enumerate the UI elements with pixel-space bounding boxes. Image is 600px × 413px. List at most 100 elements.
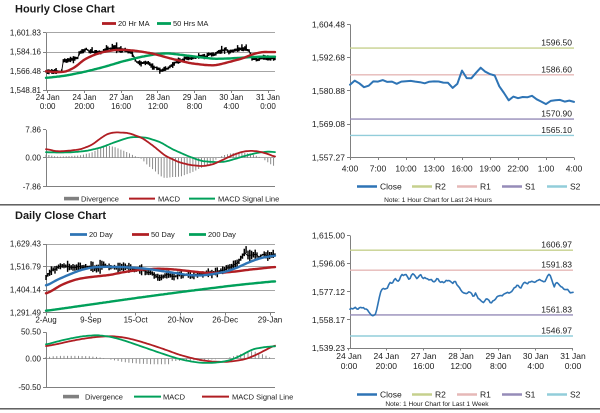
svg-text:S2: S2	[570, 390, 581, 400]
svg-text:12:00: 12:00	[450, 361, 472, 371]
svg-text:19:00: 19:00	[479, 164, 501, 174]
svg-text:R1: R1	[480, 390, 491, 400]
svg-text:29 Jan: 29 Jan	[183, 93, 207, 102]
svg-text:1,566.48: 1,566.48	[10, 67, 42, 76]
svg-text:1,291.49: 1,291.49	[10, 309, 42, 318]
svg-text:Close: Close	[380, 182, 402, 192]
svg-text:0:00: 0:00	[341, 361, 358, 371]
svg-text:31 Jan: 31 Jan	[560, 351, 586, 361]
svg-text:16:00: 16:00	[451, 164, 473, 174]
svg-text:9-Sep: 9-Sep	[80, 316, 102, 325]
svg-text:S1: S1	[525, 390, 536, 400]
svg-text:MACD Signal Line: MACD Signal Line	[232, 392, 293, 401]
svg-text:R2: R2	[435, 182, 446, 192]
svg-text:0.00: 0.00	[25, 354, 41, 363]
svg-text:R1: R1	[480, 182, 491, 192]
svg-text:0:00: 0:00	[40, 102, 56, 111]
svg-text:29-Jan: 29-Jan	[258, 316, 282, 325]
svg-text:1:00: 1:00	[538, 164, 555, 174]
svg-text:13:00: 13:00	[423, 164, 445, 174]
svg-text:1,584.16: 1,584.16	[10, 48, 42, 57]
svg-text:20 Day: 20 Day	[89, 230, 113, 239]
svg-text:24 Jan: 24 Jan	[72, 93, 96, 102]
svg-text:27 Jan: 27 Jan	[411, 351, 437, 361]
svg-text:1,558.17: 1,558.17	[312, 315, 345, 325]
svg-text:0.00: 0.00	[25, 153, 41, 162]
svg-text:1546.97: 1546.97	[541, 326, 572, 336]
svg-text:MACD: MACD	[163, 392, 186, 401]
svg-text:50 Hrs MA: 50 Hrs MA	[173, 19, 208, 28]
svg-text:0:00: 0:00	[260, 102, 276, 111]
svg-text:24 Jan: 24 Jan	[36, 93, 60, 102]
svg-text:10:00: 10:00	[395, 164, 417, 174]
svg-text:20:00: 20:00	[376, 361, 398, 371]
svg-text:29 Jan: 29 Jan	[486, 351, 512, 361]
svg-text:1591.83: 1591.83	[541, 260, 572, 270]
svg-text:Hourly Close Chart: Hourly Close Chart	[15, 4, 115, 16]
svg-text:MACD Signal Line: MACD Signal Line	[218, 194, 279, 203]
svg-text:24 Jan: 24 Jan	[374, 351, 400, 361]
svg-text:-7.86: -7.86	[23, 182, 42, 191]
svg-text:16:00: 16:00	[413, 361, 435, 371]
svg-text:22:00: 22:00	[507, 164, 529, 174]
svg-text:1586.60: 1586.60	[541, 64, 572, 74]
svg-text:Divergence: Divergence	[85, 392, 123, 401]
svg-text:20 Hr MA: 20 Hr MA	[118, 19, 150, 28]
svg-text:1,615.00: 1,615.00	[312, 231, 345, 241]
svg-text:24 Jan: 24 Jan	[336, 351, 362, 361]
svg-text:R2: R2	[435, 390, 446, 400]
svg-text:30 Jan: 30 Jan	[523, 351, 549, 361]
svg-text:4:00: 4:00	[224, 102, 240, 111]
svg-text:1,404.14: 1,404.14	[10, 286, 42, 295]
svg-text:-50.50: -50.50	[18, 383, 41, 392]
svg-text:4:00: 4:00	[527, 361, 544, 371]
svg-text:1,577.12: 1,577.12	[312, 287, 345, 297]
svg-text:MACD: MACD	[158, 194, 181, 203]
svg-text:0:00: 0:00	[565, 361, 582, 371]
svg-text:28 Jan: 28 Jan	[448, 351, 474, 361]
svg-text:Divergence: Divergence	[81, 194, 119, 203]
svg-text:16:00: 16:00	[111, 102, 132, 111]
svg-text:1570.90: 1570.90	[541, 109, 572, 119]
svg-text:7.86: 7.86	[25, 125, 41, 134]
svg-text:1,569.08: 1,569.08	[312, 119, 345, 129]
svg-text:Note: 1 Hour Chart for Last 1: Note: 1 Hour Chart for Last 1 Week	[385, 401, 489, 408]
svg-text:S2: S2	[570, 182, 581, 192]
svg-text:1596.50: 1596.50	[541, 38, 572, 48]
svg-text:20:00: 20:00	[74, 102, 95, 111]
svg-text:4:00: 4:00	[342, 164, 359, 174]
svg-text:27 Jan: 27 Jan	[109, 93, 133, 102]
svg-text:S1: S1	[525, 182, 536, 192]
svg-text:1,557.27: 1,557.27	[312, 153, 345, 163]
svg-text:1,539.23: 1,539.23	[312, 343, 345, 353]
svg-text:50 Day: 50 Day	[151, 230, 175, 239]
svg-text:1,604.48: 1,604.48	[312, 19, 345, 29]
svg-text:1,592.68: 1,592.68	[312, 53, 345, 63]
svg-text:30 Jan: 30 Jan	[219, 93, 243, 102]
svg-text:1,548.81: 1,548.81	[10, 86, 42, 95]
svg-text:2-Aug: 2-Aug	[35, 316, 56, 325]
svg-text:1565.10: 1565.10	[541, 125, 572, 135]
svg-text:7:00: 7:00	[370, 164, 387, 174]
svg-text:Close: Close	[380, 390, 402, 400]
svg-text:1,601.83: 1,601.83	[10, 29, 42, 38]
svg-text:4:00: 4:00	[566, 164, 583, 174]
svg-text:Note: 1 Hour Chart for Last 24: Note: 1 Hour Chart for Last 24 Hours	[384, 197, 492, 204]
svg-text:28 Jan: 28 Jan	[146, 93, 170, 102]
svg-text:Daily Close Chart: Daily Close Chart	[15, 210, 106, 222]
svg-text:200 Day: 200 Day	[208, 230, 236, 239]
svg-text:20-Nov: 20-Nov	[168, 316, 194, 325]
svg-text:50.50: 50.50	[21, 328, 42, 337]
svg-text:1,596.06: 1,596.06	[312, 259, 345, 269]
svg-text:31 Jan: 31 Jan	[256, 93, 280, 102]
svg-text:8:00: 8:00	[490, 361, 507, 371]
svg-text:15-Oct: 15-Oct	[124, 316, 149, 325]
svg-text:1,629.43: 1,629.43	[10, 240, 42, 249]
svg-text:8:00: 8:00	[187, 102, 203, 111]
svg-text:12:00: 12:00	[148, 102, 169, 111]
svg-text:1,580.88: 1,580.88	[312, 86, 345, 96]
svg-text:26-Dec: 26-Dec	[212, 316, 238, 325]
svg-text:1,516.79: 1,516.79	[10, 263, 42, 272]
svg-text:1561.83: 1561.83	[541, 304, 572, 314]
svg-text:1606.97: 1606.97	[541, 240, 572, 250]
